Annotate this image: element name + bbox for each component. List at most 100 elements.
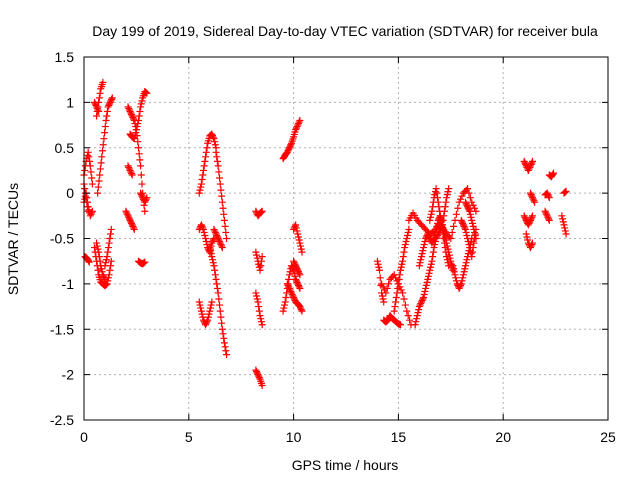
series-arc-33 bbox=[378, 271, 415, 329]
data-point bbox=[441, 239, 449, 247]
data-point bbox=[445, 185, 453, 193]
data-point bbox=[419, 247, 427, 255]
data-point bbox=[374, 260, 382, 268]
data-point bbox=[461, 225, 469, 233]
data-point bbox=[213, 233, 221, 241]
data-point bbox=[206, 304, 214, 312]
data-point bbox=[208, 130, 216, 138]
data-point bbox=[207, 242, 215, 250]
data-point bbox=[470, 225, 478, 233]
data-point bbox=[285, 283, 293, 291]
data-point bbox=[417, 256, 425, 264]
data-point bbox=[213, 231, 221, 239]
data-point bbox=[440, 235, 448, 242]
data-point bbox=[295, 236, 303, 244]
data-point bbox=[105, 101, 113, 109]
data-point bbox=[198, 176, 206, 184]
series-arc-22 bbox=[210, 225, 226, 252]
data-point bbox=[399, 253, 407, 261]
data-point bbox=[294, 280, 302, 288]
data-point bbox=[254, 371, 262, 379]
data-point bbox=[382, 289, 390, 297]
data-point bbox=[140, 259, 148, 267]
series-arc-24 bbox=[252, 248, 266, 274]
data-point bbox=[217, 241, 225, 249]
data-point bbox=[434, 219, 442, 227]
data-point bbox=[459, 274, 467, 282]
data-point bbox=[295, 269, 303, 277]
data-point bbox=[294, 281, 302, 289]
data-point bbox=[529, 157, 537, 165]
data-point bbox=[375, 263, 383, 271]
data-point bbox=[128, 169, 136, 177]
data-point bbox=[472, 235, 480, 242]
data-point bbox=[102, 281, 110, 289]
data-point bbox=[457, 216, 465, 224]
data-point bbox=[431, 231, 439, 239]
data-point bbox=[443, 256, 451, 264]
data-point bbox=[376, 274, 384, 282]
series-arc-09 bbox=[93, 78, 107, 120]
grid-lines bbox=[84, 57, 608, 420]
data-point bbox=[206, 307, 214, 315]
data-point bbox=[135, 150, 143, 158]
data-point bbox=[427, 213, 435, 221]
data-point bbox=[432, 185, 440, 193]
data-point bbox=[459, 271, 467, 279]
data-point bbox=[527, 242, 535, 250]
data-point bbox=[393, 289, 401, 297]
data-point bbox=[126, 166, 134, 174]
data-point bbox=[138, 180, 146, 188]
series-arc-34 bbox=[380, 312, 404, 329]
data-point bbox=[528, 159, 536, 167]
data-point bbox=[99, 141, 107, 149]
data-point bbox=[396, 266, 404, 274]
data-point bbox=[443, 191, 451, 199]
x-tick-label: 25 bbox=[600, 429, 616, 445]
data-point bbox=[461, 265, 469, 273]
data-point bbox=[123, 210, 131, 218]
data-point bbox=[429, 236, 437, 244]
data-point bbox=[472, 207, 480, 215]
data-point bbox=[463, 256, 471, 264]
data-point bbox=[471, 231, 479, 239]
data-point bbox=[454, 204, 462, 212]
data-point bbox=[293, 123, 301, 131]
data-point bbox=[560, 221, 568, 229]
data-point bbox=[293, 278, 301, 286]
data-point bbox=[90, 98, 98, 106]
series-arc-37 bbox=[411, 185, 453, 329]
data-point bbox=[291, 272, 299, 280]
series-arc-05 bbox=[90, 244, 115, 290]
data-point bbox=[418, 297, 426, 305]
data-point bbox=[424, 231, 432, 239]
data-point bbox=[287, 141, 295, 149]
data-point bbox=[404, 312, 412, 320]
series-arc-45 bbox=[522, 230, 537, 252]
data-point bbox=[545, 216, 553, 224]
data-point bbox=[124, 212, 132, 220]
data-point bbox=[528, 192, 536, 200]
data-point bbox=[134, 120, 142, 128]
data-point bbox=[216, 180, 224, 188]
data-point bbox=[107, 257, 115, 265]
data-point bbox=[403, 231, 411, 239]
data-point bbox=[447, 235, 455, 242]
data-point bbox=[199, 166, 207, 174]
data-point bbox=[420, 241, 428, 249]
data-point bbox=[400, 295, 408, 303]
data-point bbox=[200, 162, 208, 170]
series-arc-46 bbox=[526, 189, 539, 206]
data-point bbox=[283, 280, 291, 288]
data-point bbox=[103, 280, 111, 288]
data-point bbox=[295, 118, 303, 126]
data-point bbox=[287, 287, 295, 295]
data-point bbox=[98, 153, 106, 161]
data-point bbox=[405, 225, 413, 233]
data-point bbox=[429, 238, 437, 246]
data-point bbox=[294, 266, 302, 274]
data-point bbox=[94, 245, 102, 253]
data-point bbox=[421, 238, 429, 246]
data-point bbox=[217, 313, 225, 321]
data-point bbox=[220, 216, 228, 224]
